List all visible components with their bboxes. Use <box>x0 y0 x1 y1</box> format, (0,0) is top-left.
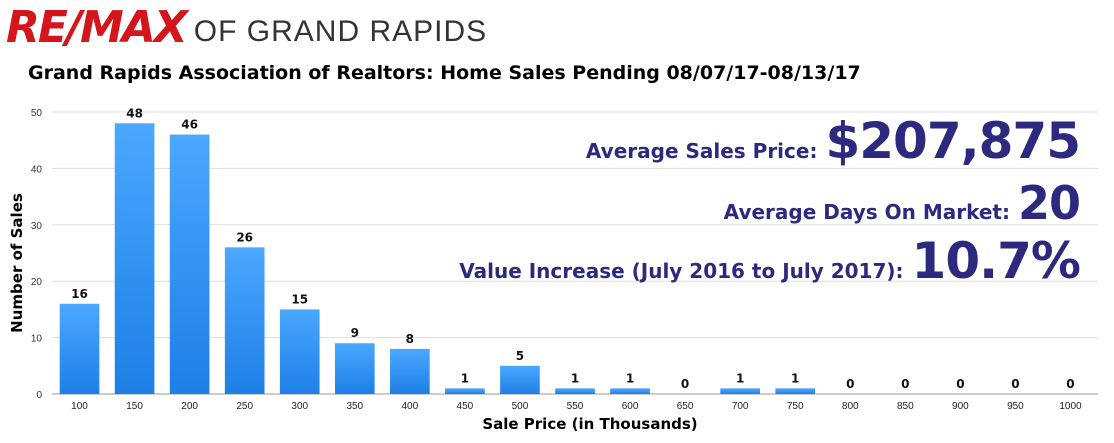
bar <box>390 348 430 394</box>
data-label: 0 <box>1011 377 1019 391</box>
logo-brand: RE/MAX <box>6 2 188 53</box>
data-label: 0 <box>846 377 854 391</box>
bar <box>610 388 650 394</box>
average-days-on-market-stat: Average Days On Market: 20 <box>723 176 1081 230</box>
data-label: 26 <box>236 230 253 244</box>
bar <box>500 365 540 394</box>
y-axis-label: Number of Sales <box>8 193 26 333</box>
data-label: 15 <box>291 292 308 306</box>
x-tick-label: 800 <box>842 401 859 412</box>
chart-title: Grand Rapids Association of Realtors: Ho… <box>28 62 861 84</box>
y-tick-label: 0 <box>36 390 42 401</box>
bar <box>169 134 210 394</box>
data-label: 0 <box>1066 377 1074 391</box>
average-days-on-market-label: Average Days On Market: <box>723 200 1010 224</box>
bar <box>445 388 485 394</box>
x-tick-label: 900 <box>952 401 969 412</box>
bar <box>279 309 320 394</box>
data-label: 0 <box>681 377 689 391</box>
x-tick-label: 600 <box>622 401 639 412</box>
bar <box>224 247 265 394</box>
data-label: 1 <box>626 371 634 385</box>
x-tick-label: 650 <box>677 401 694 412</box>
x-axis-label: Sale Price (in Thousands) <box>482 415 697 433</box>
value-increase-label: Value Increase (July 2016 to July 2017): <box>459 259 904 283</box>
remax-logo: RE/MAX OF GRAND RAPIDS <box>6 4 487 50</box>
x-tick-label: 450 <box>457 401 474 412</box>
logo-subtitle: OF GRAND RAPIDS <box>193 15 488 48</box>
x-tick-label: 850 <box>897 401 914 412</box>
x-tick-label: 500 <box>512 401 529 412</box>
data-label: 8 <box>406 332 414 346</box>
average-sales-price-value: $207,875 <box>825 112 1081 170</box>
data-label: 9 <box>351 326 359 340</box>
x-tick-label: 750 <box>787 401 804 412</box>
bar <box>334 343 375 394</box>
x-tick-label: 700 <box>732 401 749 412</box>
y-tick-label: 10 <box>31 334 43 345</box>
bar <box>59 303 100 394</box>
y-tick-label: 30 <box>31 221 43 232</box>
x-tick-label: 400 <box>401 401 418 412</box>
bar <box>775 388 816 394</box>
average-sales-price-label: Average Sales Price: <box>585 139 818 163</box>
x-tick-label: 550 <box>567 401 584 412</box>
average-sales-price-stat: Average Sales Price: $207,875 <box>585 112 1081 170</box>
data-label: 0 <box>901 377 909 391</box>
data-label: 48 <box>126 106 143 120</box>
y-tick-label: 20 <box>31 277 43 288</box>
x-tick-label: 150 <box>126 401 143 412</box>
value-increase-stat: Value Increase (July 2016 to July 2017):… <box>459 232 1081 290</box>
x-tick-label: 300 <box>291 401 308 412</box>
data-label: 16 <box>71 287 88 301</box>
data-label: 1 <box>736 371 744 385</box>
bar <box>555 388 595 394</box>
average-days-on-market-value: 20 <box>1017 176 1081 230</box>
x-tick-label: 100 <box>71 401 88 412</box>
x-tick-label: 250 <box>236 401 253 412</box>
y-tick-label: 50 <box>31 108 43 119</box>
data-label: 1 <box>791 371 799 385</box>
x-tick-label: 1000 <box>1059 401 1082 412</box>
data-label: 5 <box>516 349 524 363</box>
data-label: 1 <box>571 371 579 385</box>
bar <box>720 388 760 394</box>
bar <box>114 123 155 394</box>
data-label: 0 <box>956 377 964 391</box>
x-tick-label: 350 <box>346 401 363 412</box>
data-label: 46 <box>181 118 198 132</box>
y-tick-label: 40 <box>31 164 43 175</box>
x-tick-label: 950 <box>1007 401 1024 412</box>
value-increase-value: 10.7% <box>911 232 1081 290</box>
data-label: 1 <box>461 371 469 385</box>
x-tick-label: 200 <box>181 401 198 412</box>
